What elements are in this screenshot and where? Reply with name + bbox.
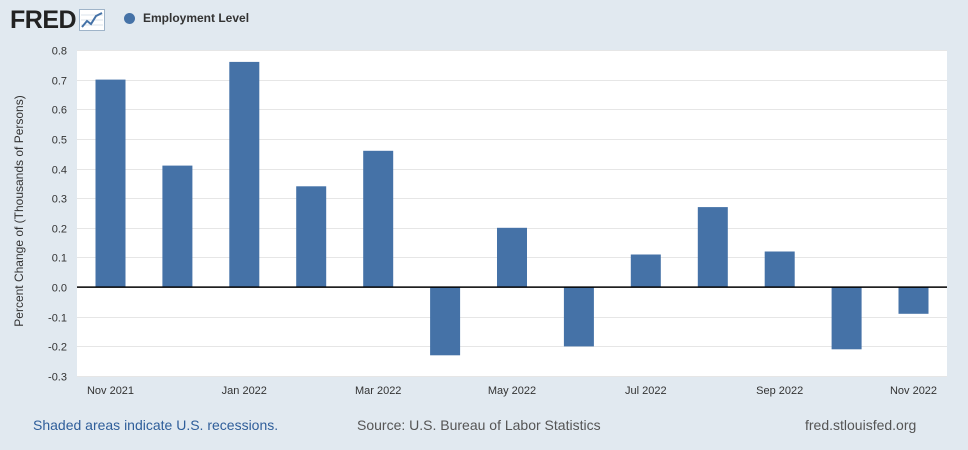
x-tick-label: Nov 2022 bbox=[890, 385, 937, 397]
bar-nov-2021 bbox=[95, 79, 126, 288]
bar-chart: 0.8 0.7 0.6 0.5 0.4 0.3 0.2 0.1 0.0 -0.1 -0.2 -0.3 N… bbox=[12, 46, 947, 397]
bar-jul-2022 bbox=[630, 254, 661, 288]
legend: Employment Level bbox=[124, 11, 249, 25]
source-note: Source: U.S. Bureau of Labor Statistics bbox=[357, 417, 601, 433]
x-tick-label: Jan 2022 bbox=[222, 385, 267, 397]
y-tick-label: 0.8 bbox=[52, 46, 67, 58]
y-tick-label: 0.2 bbox=[52, 224, 67, 236]
y-tick-label: -0.2 bbox=[48, 342, 67, 354]
bar-jan-2022 bbox=[229, 61, 260, 288]
y-tick-label: 0.4 bbox=[52, 165, 67, 177]
y-tick-label: 0.6 bbox=[52, 105, 67, 117]
x-tick-label: Mar 2022 bbox=[355, 385, 401, 397]
x-tick-label: Sep 2022 bbox=[756, 385, 803, 397]
y-tick-label: 0.7 bbox=[52, 76, 67, 88]
bar-may-2022 bbox=[497, 227, 527, 288]
bar-mar-2022 bbox=[363, 150, 394, 288]
x-tick-label: Jul 2022 bbox=[625, 385, 667, 397]
bar-oct-2022 bbox=[831, 287, 862, 350]
y-tick-label: 0.1 bbox=[52, 253, 67, 265]
y-tick-label: -0.3 bbox=[48, 372, 67, 384]
y-tick-label: 0.5 bbox=[52, 135, 67, 147]
recession-note: Shaded areas indicate U.S. recessions. bbox=[33, 417, 279, 433]
bar-aug-2022 bbox=[697, 207, 728, 288]
bar-apr-2022 bbox=[430, 287, 461, 356]
y-tick-label: 0.3 bbox=[52, 194, 67, 206]
chart-footer: Shaded areas indicate U.S. recessions. S… bbox=[0, 414, 968, 438]
fred-logo[interactable]: FRED bbox=[10, 6, 106, 34]
bar-feb-2022 bbox=[296, 186, 327, 288]
legend-marker bbox=[124, 12, 135, 24]
fred-logo-text: FRED bbox=[10, 6, 77, 34]
bar-jun-2022 bbox=[563, 287, 594, 347]
y-tick-label: 0.0 bbox=[52, 283, 67, 295]
legend-label: Employment Level bbox=[143, 11, 250, 25]
bar-sep-2022 bbox=[764, 251, 795, 288]
plot-area: 0.8 0.7 0.6 0.5 0.4 0.3 0.2 0.1 0.0 -0.1 -0.2 -0.3 N… bbox=[48, 46, 947, 397]
x-tick-label: May 2022 bbox=[488, 385, 536, 397]
y-tick-label: -0.1 bbox=[48, 313, 67, 325]
chart-header: FRED Employment Level bbox=[0, 0, 968, 40]
y-axis-title: Percent Change of (Thousands of Persons) bbox=[12, 95, 26, 326]
plot-background bbox=[77, 50, 947, 376]
bar-dec-2021 bbox=[162, 165, 193, 288]
fred-url: fred.stlouisfed.org bbox=[805, 417, 917, 433]
line-graph-icon bbox=[79, 9, 106, 31]
bar-nov-2022 bbox=[898, 287, 929, 314]
x-tick-label: Nov 2021 bbox=[87, 385, 134, 397]
